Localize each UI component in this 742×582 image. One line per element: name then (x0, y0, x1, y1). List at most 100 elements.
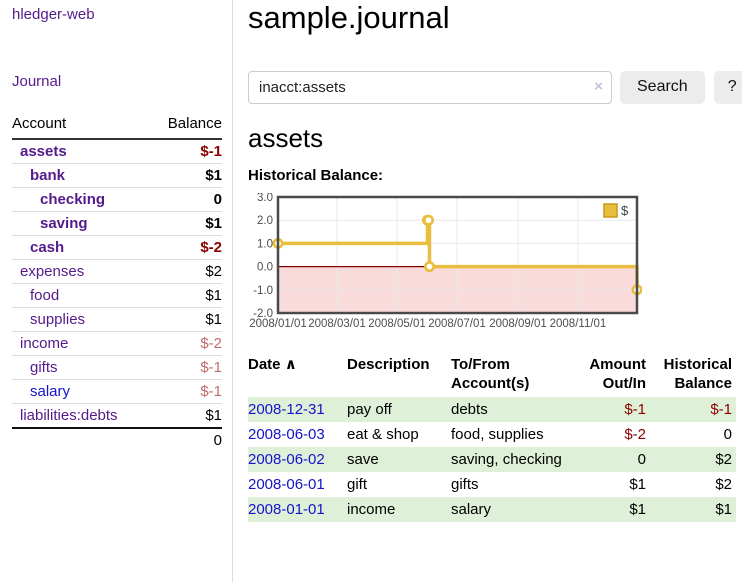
svg-text:2.0: 2.0 (257, 215, 273, 227)
account-link[interactable]: salary (30, 383, 71, 400)
account-row: cash $-2 (12, 235, 222, 260)
app-brand-link[interactable]: hledger-web (12, 6, 95, 23)
account-balance: $-1 (150, 139, 222, 164)
account-row: gifts $-1 (12, 355, 222, 380)
account-link[interactable]: supplies (30, 311, 86, 328)
account-balance: 0 (150, 187, 222, 212)
account-balance: $-1 (150, 355, 222, 380)
register-header-amount: Amount Out/In (589, 355, 646, 392)
account-balance: $1 (150, 163, 222, 188)
chart-title: Historical Balance: (248, 166, 384, 184)
search-button[interactable]: Search (620, 70, 705, 104)
account-balance: $2 (150, 259, 222, 284)
account-row: assets $-1 (12, 139, 222, 164)
account-heading: assets (248, 122, 324, 153)
account-balance: $1 (150, 283, 222, 308)
transaction-amount: $-1 (574, 396, 650, 422)
svg-text:3.0: 3.0 (257, 193, 273, 204)
transaction-balance: $2 (715, 475, 732, 493)
transaction-amount: $1 (574, 496, 650, 522)
svg-text:2008/07/01: 2008/07/01 (428, 318, 486, 330)
register-row: 2008-06-02 save saving, checking 0 $2 (248, 446, 736, 472)
transaction-accounts: food, supplies (451, 425, 544, 443)
register-row: 2008-06-03 eat & shop food, supplies $-2 0 (248, 422, 736, 447)
register-table: Date ∧ Description To/From Account(s) Am… (248, 353, 736, 522)
search-box: × (248, 70, 612, 104)
account-link[interactable]: food (30, 287, 60, 304)
transaction-balance: $2 (650, 446, 736, 472)
historical-balance-chart: $3.0 2.0 1.0 0.0 -1.0 -2.0 2008/01/01 2008/03/0… (248, 192, 643, 333)
transaction-amount: $-2 (624, 425, 646, 443)
transaction-amount: 0 (574, 446, 650, 472)
accounts-header-balance: Balance (150, 111, 222, 140)
transaction-description: income (347, 496, 451, 522)
account-row: bank $1 (12, 163, 222, 188)
transaction-date-link[interactable]: 2008-06-01 (248, 475, 325, 493)
transaction-description: gift (347, 475, 368, 493)
account-row: saving $1 (12, 211, 222, 236)
transaction-balance: 0 (723, 425, 732, 443)
svg-text:0.0: 0.0 (257, 261, 273, 273)
clear-search-icon[interactable]: × (594, 77, 603, 95)
account-link[interactable]: gifts (30, 359, 58, 376)
transaction-date-link[interactable]: 2008-01-01 (248, 500, 325, 518)
transaction-date-link[interactable]: 2008-06-02 (248, 450, 325, 468)
account-row: liabilities:debts $1 (12, 403, 222, 429)
register-header-description: Description (347, 355, 430, 373)
account-row: food $1 (12, 283, 222, 308)
account-link[interactable]: cash (30, 239, 65, 256)
register-row: 2008-12-31 pay off debts $-1 $-1 (248, 396, 736, 422)
svg-text:2008/01/01: 2008/01/01 (249, 318, 307, 330)
account-balance: $-2 (150, 235, 222, 260)
register-header-balance: Historical Balance (663, 355, 732, 392)
svg-text:-1.0: -1.0 (253, 284, 273, 296)
help-button[interactable]: ? (713, 70, 742, 104)
account-link[interactable]: assets (20, 143, 67, 160)
svg-text:2008/11/01: 2008/11/01 (550, 318, 607, 330)
account-row: salary $-1 (12, 379, 222, 404)
search-input[interactable] (248, 70, 612, 104)
account-link[interactable]: income (20, 335, 69, 352)
transaction-accounts: debts (451, 396, 574, 422)
accounts-total-row: 0 (12, 428, 222, 452)
account-balance: $1 (150, 307, 222, 332)
transaction-balance: $-1 (650, 396, 736, 422)
account-link[interactable]: checking (40, 191, 106, 208)
sidebar: hledger-web Journal Account Balance asse… (0, 0, 233, 582)
transaction-accounts: salary (451, 496, 574, 522)
account-link[interactable]: expenses (20, 263, 85, 280)
register-header-date[interactable]: Date ∧ (248, 355, 297, 373)
svg-text:-2.0: -2.0 (253, 308, 273, 320)
account-row: supplies $1 (12, 307, 222, 332)
account-balance: $1 (150, 403, 222, 429)
accounts-body: assets $-1 bank $1 checking 0 saving $1 cash $-2 e… (12, 139, 222, 452)
svg-text:2008/03/01: 2008/03/01 (308, 318, 366, 330)
accounts-total-balance: 0 (213, 432, 222, 449)
transaction-accounts: saving, checking (451, 446, 574, 472)
sidebar-item-journal[interactable]: Journal (12, 73, 62, 90)
accounts-header-account: Account (12, 111, 151, 140)
transaction-description: save (347, 446, 451, 472)
accounts-table: Account Balance assets $-1 bank $1 checking 0… (12, 111, 222, 452)
search-form: × Search ? (248, 70, 742, 104)
svg-text:1.0: 1.0 (257, 238, 273, 250)
svg-text:2008/09/01: 2008/09/01 (489, 318, 547, 330)
transaction-description: eat & shop (347, 425, 419, 443)
transaction-accounts: gifts (451, 475, 479, 493)
account-row: income $-2 (12, 331, 222, 356)
transaction-date-link[interactable]: 2008-12-31 (248, 400, 325, 418)
account-link[interactable]: saving (40, 215, 88, 232)
account-link[interactable]: liabilities:debts (20, 407, 118, 424)
account-link[interactable]: bank (30, 167, 66, 184)
svg-text:$: $ (621, 203, 629, 218)
register-body: 2008-12-31 pay off debts $-1 $-1 2008-06-03 ea… (248, 396, 736, 522)
register-row: 2008-06-01 gift gifts $1 $2 (248, 472, 736, 497)
page-title: sample.journal (248, 0, 450, 35)
transaction-date-link[interactable]: 2008-06-03 (248, 425, 325, 443)
transaction-description: pay off (347, 396, 451, 422)
register-header-row: Date ∧ Description To/From Account(s) Am… (248, 353, 736, 397)
account-balance: $-1 (150, 379, 222, 404)
register-row: 2008-01-01 income salary $1 $1 (248, 496, 736, 522)
account-balance: $-2 (150, 331, 222, 356)
